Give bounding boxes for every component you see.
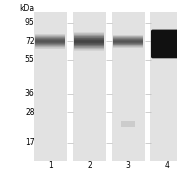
Bar [113, 35, 143, 36]
Bar [113, 43, 143, 44]
Bar [74, 35, 104, 36]
Text: kDa: kDa [19, 4, 35, 13]
Bar [113, 41, 143, 42]
Bar [35, 48, 65, 49]
Bar [74, 48, 104, 49]
Bar [74, 39, 104, 40]
Bar [35, 34, 65, 35]
Bar [35, 38, 65, 39]
Bar [35, 47, 65, 48]
Bar [113, 38, 143, 39]
Bar [35, 44, 65, 45]
Bar [74, 34, 104, 35]
Bar [35, 41, 65, 42]
Bar [35, 42, 65, 43]
Bar [74, 50, 104, 51]
Bar [74, 49, 104, 50]
Text: 36: 36 [25, 89, 35, 98]
Text: 4: 4 [165, 161, 170, 169]
Bar [35, 35, 65, 36]
Bar [34, 12, 67, 161]
Bar [113, 37, 143, 38]
Text: 17: 17 [25, 138, 35, 147]
Bar [74, 38, 104, 39]
Bar [113, 47, 143, 48]
Bar [113, 36, 143, 37]
Bar [112, 12, 145, 161]
Bar [35, 40, 65, 41]
Bar [113, 44, 143, 45]
Bar [121, 121, 135, 127]
Bar [113, 45, 143, 46]
Bar [74, 37, 104, 38]
Bar [74, 40, 104, 41]
Bar [74, 32, 104, 33]
Bar [150, 12, 177, 161]
Bar [74, 47, 104, 48]
Text: 2: 2 [87, 161, 92, 169]
Text: 3: 3 [126, 161, 131, 169]
Bar [74, 43, 104, 44]
Bar [35, 46, 65, 47]
Bar [35, 43, 65, 44]
Text: 55: 55 [25, 55, 35, 65]
Bar [113, 46, 143, 47]
Text: 95: 95 [25, 18, 35, 27]
Bar [74, 45, 104, 46]
Bar [74, 33, 104, 34]
Bar [113, 39, 143, 40]
Bar [35, 45, 65, 46]
Bar [74, 44, 104, 45]
Bar [74, 42, 104, 43]
Bar [74, 41, 104, 42]
Text: 1: 1 [48, 161, 53, 169]
Bar [74, 46, 104, 47]
Bar [35, 39, 65, 40]
Bar [74, 36, 104, 37]
Bar [35, 37, 65, 38]
Bar [73, 12, 106, 161]
Text: 28: 28 [25, 108, 35, 117]
Bar [35, 36, 65, 37]
Bar [113, 42, 143, 43]
FancyBboxPatch shape [151, 30, 177, 58]
Bar [113, 40, 143, 41]
Text: 72: 72 [25, 37, 35, 46]
